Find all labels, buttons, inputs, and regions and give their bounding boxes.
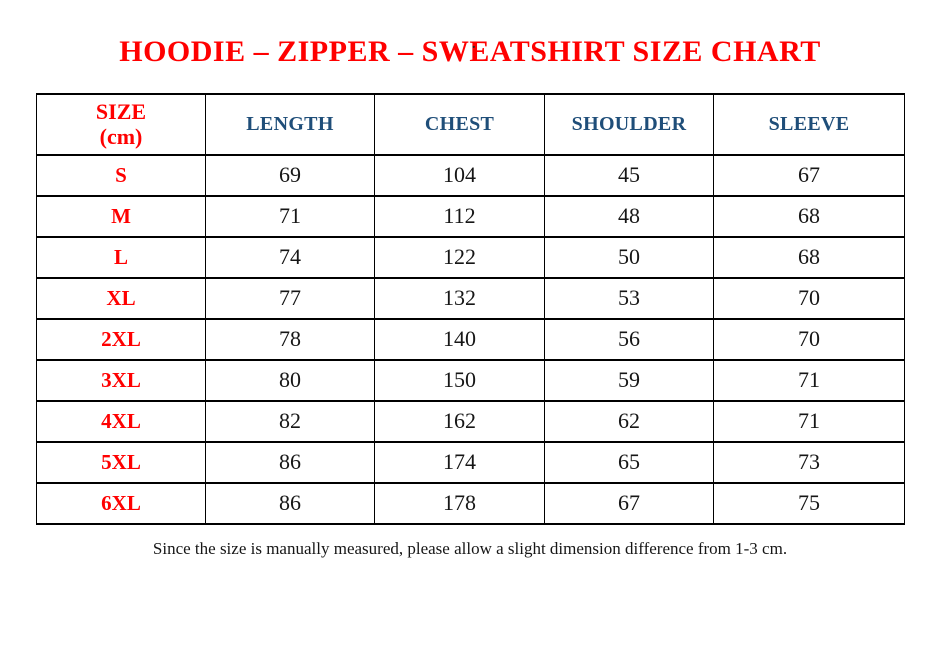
chest-cell: 174	[374, 440, 545, 484]
shoulder-cell: 53	[544, 276, 714, 320]
column-header-sleeve: SLEEVE	[713, 92, 905, 156]
size-cell: S	[36, 153, 206, 197]
length-cell: 86	[205, 440, 375, 484]
length-cell: 78	[205, 317, 375, 361]
length-cell: 82	[205, 399, 375, 443]
table-row: 2XL 78 140 56 70	[36, 317, 905, 361]
sleeve-cell: 67	[713, 153, 905, 197]
size-cell: M	[36, 194, 206, 238]
chest-cell: 178	[374, 481, 545, 525]
sleeve-cell: 70	[713, 276, 905, 320]
sleeve-cell: 68	[713, 194, 905, 238]
length-cell: 86	[205, 481, 375, 525]
shoulder-cell: 56	[544, 317, 714, 361]
chest-cell: 162	[374, 399, 545, 443]
table-row: S 69 104 45 67	[36, 153, 905, 197]
stray-dot-artifact: .	[472, 37, 476, 52]
shoulder-cell: 45	[544, 153, 714, 197]
chest-cell: 112	[374, 194, 545, 238]
table-row: M 71 112 48 68	[36, 194, 905, 238]
chest-cell: 132	[374, 276, 545, 320]
column-header-size: SIZE (cm)	[36, 92, 206, 156]
chest-cell: 122	[374, 235, 545, 279]
length-cell: 69	[205, 153, 375, 197]
page-title: HOODIE – ZIPPER – SWEATSHIRT SIZE CHART	[119, 35, 821, 68]
shoulder-cell: 59	[544, 358, 714, 402]
shoulder-cell: 67	[544, 481, 714, 525]
shoulder-cell: 62	[544, 399, 714, 443]
size-cell: L	[36, 235, 206, 279]
sleeve-cell: 71	[713, 358, 905, 402]
table-row: 4XL 82 162 62 71	[36, 399, 905, 443]
size-cell: 2XL	[36, 317, 206, 361]
table-row: 6XL 86 178 67 75	[36, 481, 905, 525]
sleeve-cell: 73	[713, 440, 905, 484]
table-row: 5XL 86 174 65 73	[36, 440, 905, 484]
sleeve-cell: 75	[713, 481, 905, 525]
size-header-line1: SIZE	[95, 98, 147, 124]
chest-cell: 150	[374, 358, 545, 402]
size-cell: 6XL	[36, 481, 206, 525]
size-cell: 3XL	[36, 358, 206, 402]
shoulder-cell: 65	[544, 440, 714, 484]
column-header-chest: CHEST	[374, 92, 545, 156]
shoulder-cell: 50	[544, 235, 714, 279]
sleeve-cell: 71	[713, 399, 905, 443]
column-header-length: LENGTH	[205, 92, 375, 156]
sleeve-cell: 70	[713, 317, 905, 361]
table-header-row: SIZE (cm) LENGTH CHEST SHOULDER SLEEVE	[36, 92, 905, 156]
table-row: L 74 122 50 68	[36, 235, 905, 279]
size-chart-table: SIZE (cm) LENGTH CHEST SHOULDER SLEEVE S…	[36, 92, 905, 525]
chest-cell: 140	[374, 317, 545, 361]
table-row: XL 77 132 53 70	[36, 276, 905, 320]
measurement-disclaimer: Since the size is manually measured, ple…	[152, 538, 788, 558]
length-cell: 77	[205, 276, 375, 320]
table-row: 3XL 80 150 59 71	[36, 358, 905, 402]
chest-cell: 104	[374, 153, 545, 197]
length-cell: 80	[205, 358, 375, 402]
column-header-shoulder: SHOULDER	[544, 92, 714, 156]
length-cell: 71	[205, 194, 375, 238]
length-cell: 74	[205, 235, 375, 279]
size-header-line2: (cm)	[99, 124, 143, 149]
size-cell: 4XL	[36, 399, 206, 443]
shoulder-cell: 48	[544, 194, 714, 238]
size-cell: 5XL	[36, 440, 206, 484]
size-cell: XL	[36, 276, 206, 320]
sleeve-cell: 68	[713, 235, 905, 279]
